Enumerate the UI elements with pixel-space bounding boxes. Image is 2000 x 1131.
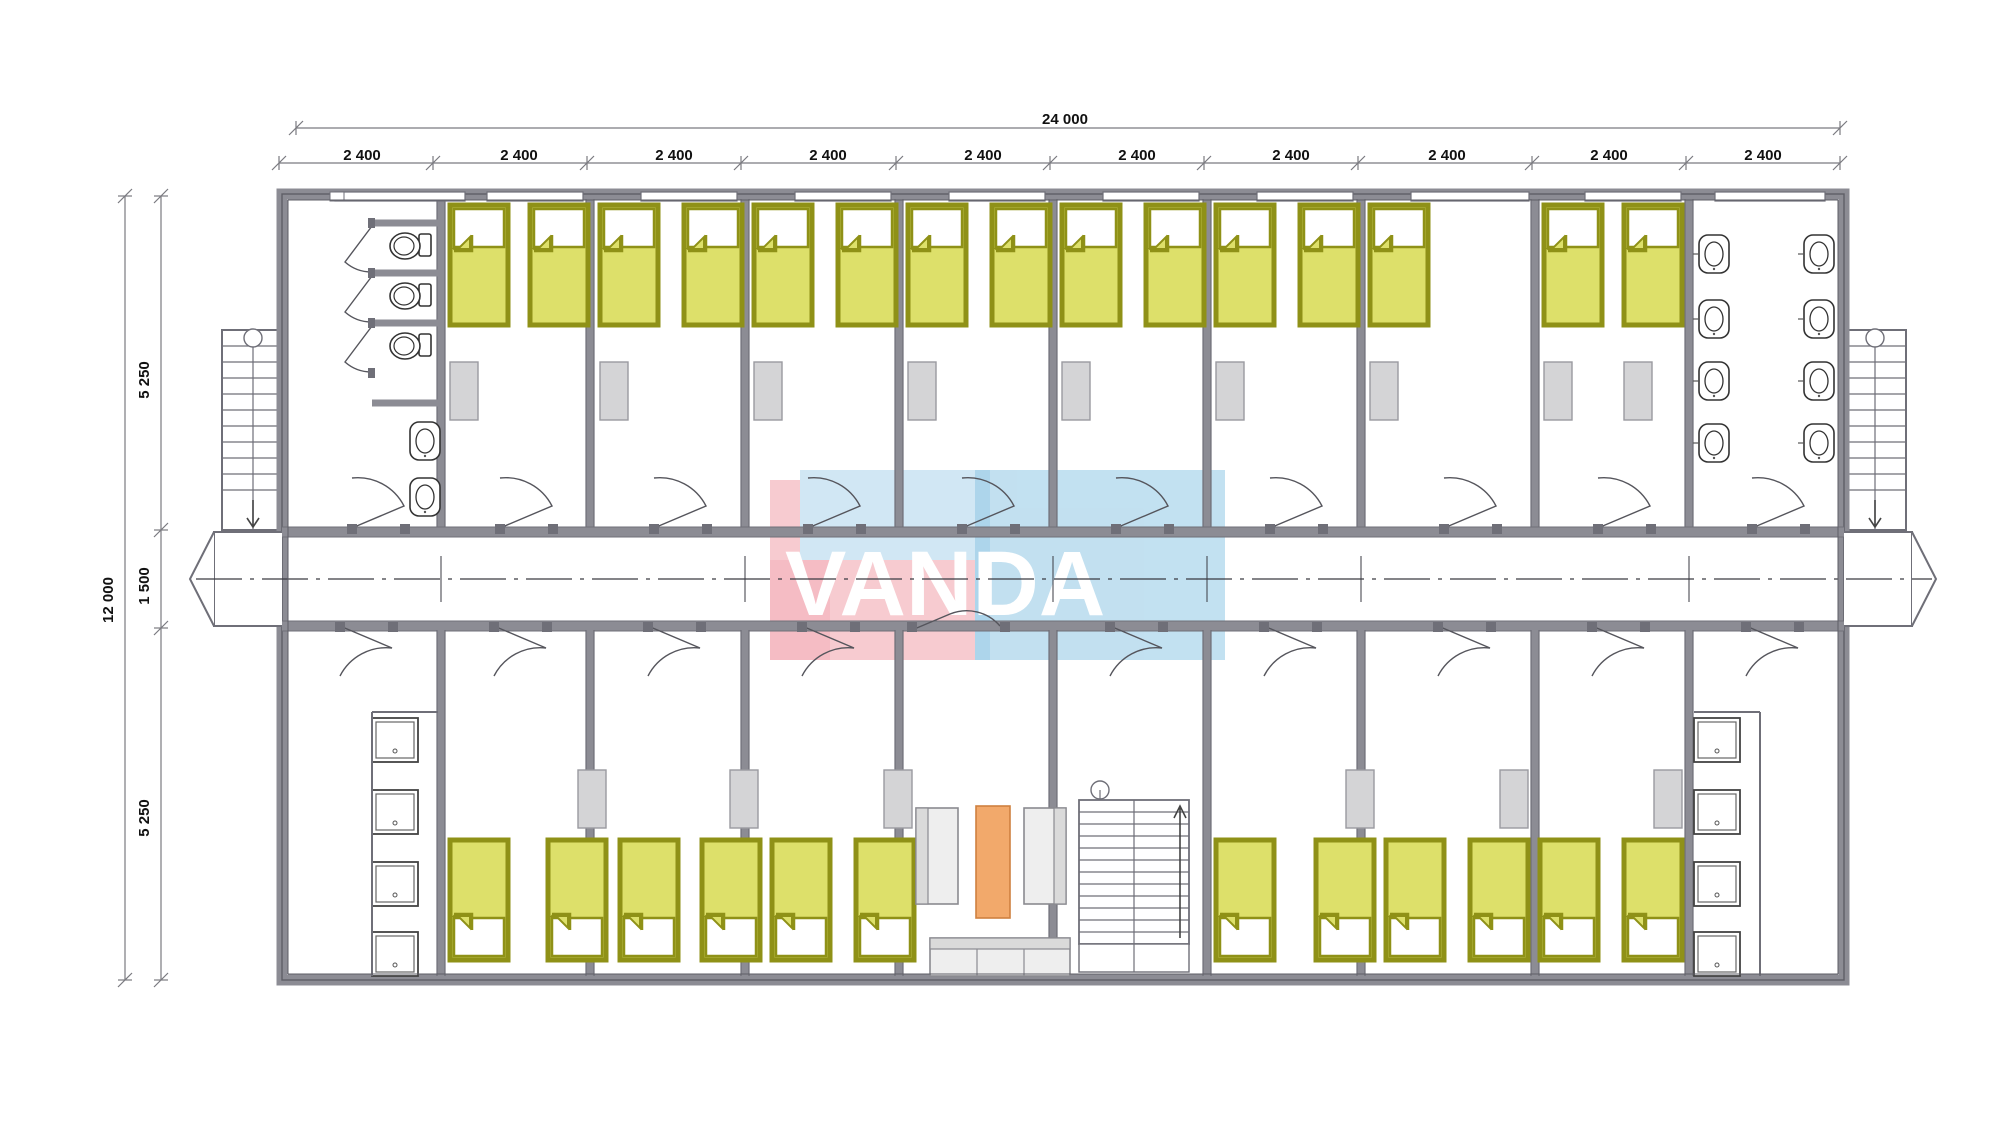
armchair-left <box>915 807 959 905</box>
bed <box>548 840 606 960</box>
bed <box>1624 205 1682 325</box>
shower-block-right <box>1693 711 1761 977</box>
dimension-top <box>271 120 1848 171</box>
shower-icon-8 <box>1693 931 1741 977</box>
bed <box>1300 205 1358 325</box>
bed <box>1540 840 1598 960</box>
bed <box>908 205 966 325</box>
bed <box>1146 205 1204 325</box>
shower-icon-6 <box>1693 789 1741 835</box>
dim-bay-5: 2 400 <box>964 147 1002 164</box>
washbasin-icon-1 <box>1698 234 1730 274</box>
dim-band-lower: 5 250 <box>136 799 153 837</box>
toilet-icon-1 <box>389 232 432 260</box>
bed <box>450 205 508 325</box>
bed <box>1544 205 1602 325</box>
washbasin-icon-3 <box>1698 361 1730 401</box>
shower-icon-7 <box>1693 861 1741 907</box>
watermark-vanda: VANDA <box>770 470 1225 660</box>
bed <box>992 205 1050 325</box>
dim-band-upper: 5 250 <box>136 361 153 399</box>
corridor-grid-ticks <box>440 556 1690 602</box>
bed <box>600 205 658 325</box>
dim-bay-1: 2 400 <box>343 147 381 164</box>
dimension-left <box>117 188 169 988</box>
dim-bay-10: 2 400 <box>1744 147 1782 164</box>
bed <box>620 840 678 960</box>
external-stair-right <box>1843 328 1907 531</box>
corridor-door-jambs-lower <box>335 622 1804 632</box>
sink-icon-2 <box>409 477 441 517</box>
washbasin-icon-4 <box>1698 423 1730 463</box>
wall-line-accents <box>287 199 1839 975</box>
corridor-door-jambs-upper <box>347 524 1810 534</box>
shower-icon-5 <box>1693 717 1741 763</box>
partitions-upper <box>437 199 1693 528</box>
sink-icon-1 <box>409 421 441 461</box>
dim-bay-4: 2 400 <box>809 147 847 164</box>
sofa <box>929 937 1071 977</box>
beds-upper <box>450 205 1682 325</box>
toilet-block-left <box>329 191 441 517</box>
bed <box>1386 840 1444 960</box>
dim-bay-6: 2 400 <box>1118 147 1156 164</box>
bed <box>838 205 896 325</box>
dim-overall-width: 24 000 <box>1042 111 1088 128</box>
internal-stair-centre <box>1078 780 1190 973</box>
washbasin-icon-2 <box>1698 299 1730 339</box>
bed <box>1062 205 1120 325</box>
toilet-icon-3 <box>389 332 432 360</box>
washbasin-icon-5 <box>1803 234 1835 274</box>
dim-bay-3: 2 400 <box>655 147 693 164</box>
bed <box>1216 205 1274 325</box>
bed <box>1624 840 1682 960</box>
bed <box>772 840 830 960</box>
shower-icon-3 <box>371 861 419 907</box>
wardrobes-lower <box>577 769 1683 829</box>
corridor-doors-lower <box>339 625 1799 677</box>
bed <box>1470 840 1528 960</box>
bed <box>1316 840 1374 960</box>
armchair-right <box>1023 807 1067 905</box>
wardrobes-upper <box>449 361 1653 421</box>
washbasin-icon-7 <box>1803 361 1835 401</box>
corridor-doors-upper <box>351 476 1805 529</box>
dim-bay-2: 2 400 <box>500 147 538 164</box>
bed <box>856 840 914 960</box>
dim-bay-7: 2 400 <box>1272 147 1310 164</box>
dim-bay-9: 2 400 <box>1590 147 1628 164</box>
washbasin-icon-8 <box>1803 423 1835 463</box>
bed <box>1216 840 1274 960</box>
bed <box>702 840 760 960</box>
shower-block-left <box>371 711 438 977</box>
external-stair-left <box>221 328 285 531</box>
shower-icon-2 <box>371 789 419 835</box>
bed <box>1370 205 1428 325</box>
bed <box>754 205 812 325</box>
bed <box>684 205 742 325</box>
shower-icon-4 <box>371 931 419 977</box>
shower-icon-1 <box>371 717 419 763</box>
watermark-text: VANDA <box>785 533 1105 635</box>
washbasin-block-right <box>1693 234 1835 463</box>
dim-band-corridor: 1 500 <box>136 567 153 605</box>
dim-overall-height: 12 000 <box>100 577 117 623</box>
bed <box>530 205 588 325</box>
common-lounge <box>907 610 1071 977</box>
bed <box>450 840 508 960</box>
dim-bay-8: 2 400 <box>1428 147 1466 164</box>
washbasin-icon-6 <box>1803 299 1835 339</box>
toilet-icon-2 <box>389 282 432 310</box>
door-leaf-orange <box>975 805 1011 919</box>
